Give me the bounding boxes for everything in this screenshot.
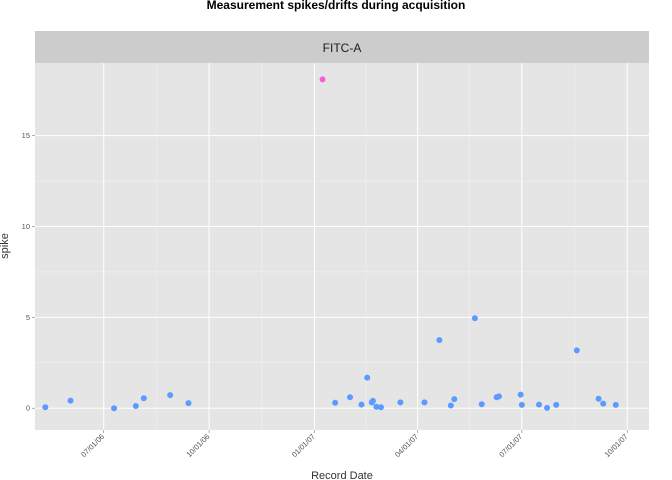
- data-point: [478, 401, 485, 408]
- x-axis: 07/01/06 10/01/06 01/01/07 04/01/07 07/01/07…: [79, 430, 630, 459]
- x-tick-label: 10/01/06: [185, 432, 212, 459]
- data-point: [358, 401, 365, 408]
- data-point: [373, 403, 380, 410]
- data-point: [595, 395, 602, 402]
- facet-label: FITC-A: [323, 41, 362, 55]
- x-tick-label: 10/01/07: [603, 432, 630, 459]
- facet-strip: [35, 31, 649, 63]
- data-point: [518, 401, 525, 408]
- data-point: [111, 405, 118, 412]
- plot-panel: [35, 63, 649, 430]
- x-tick-label: 07/01/07: [497, 432, 524, 459]
- data-point: [185, 400, 192, 407]
- data-point: [612, 401, 619, 408]
- data-point: [600, 400, 607, 407]
- data-point-outlier: [319, 76, 326, 83]
- data-point: [536, 401, 543, 408]
- data-point: [377, 404, 384, 411]
- y-tick-label: 15: [22, 131, 30, 140]
- y-axis-title: spike: [0, 233, 11, 259]
- data-point: [364, 374, 371, 381]
- data-point: [495, 393, 502, 400]
- x-tick-label: 01/01/07: [290, 432, 317, 459]
- data-point: [167, 392, 174, 399]
- chart-title: Measurement spikes/drifts during acquisi…: [207, 0, 466, 12]
- data-point: [573, 347, 580, 354]
- data-point: [42, 404, 49, 411]
- data-point: [67, 397, 74, 404]
- data-point: [553, 401, 560, 408]
- x-axis-title: Record Date: [311, 470, 373, 480]
- data-point: [451, 396, 458, 403]
- y-tick-label: 5: [26, 313, 30, 322]
- data-point: [132, 403, 139, 410]
- data-point: [447, 402, 454, 409]
- data-point: [140, 395, 147, 402]
- y-axis: 0 5 10 15: [22, 131, 35, 413]
- data-point: [369, 397, 376, 404]
- grid-layer: [35, 63, 649, 430]
- data-point: [397, 399, 404, 406]
- data-point: [471, 315, 478, 322]
- y-tick-label: 10: [22, 222, 30, 231]
- data-point: [544, 404, 551, 411]
- data-point: [332, 399, 339, 406]
- data-point: [347, 394, 354, 401]
- points-layer: [42, 76, 619, 412]
- data-point: [421, 399, 428, 406]
- y-tick-label: 0: [26, 404, 30, 413]
- x-tick-label: 07/01/06: [79, 432, 106, 459]
- data-point: [436, 337, 443, 344]
- x-tick-label: 04/01/07: [393, 432, 420, 459]
- data-point: [517, 391, 524, 398]
